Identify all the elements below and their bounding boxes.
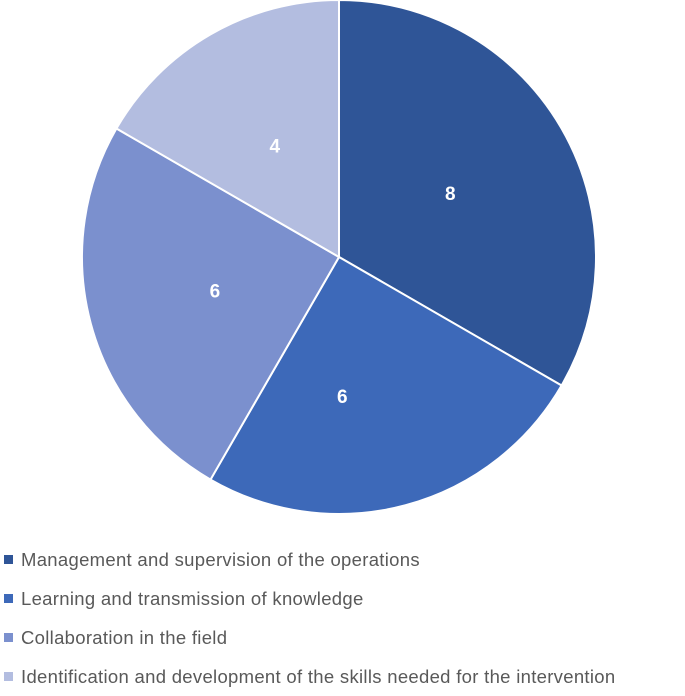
legend-marker [4,594,13,603]
data-label: 8 [445,184,456,205]
data-label: 6 [210,281,221,302]
legend-label: Management and supervision of the operat… [21,548,420,570]
pie-slice [209,255,563,515]
pie-chart: 8 6 6 4 [81,0,597,515]
legend-item: Management and supervision of the operat… [4,540,615,579]
legend-item: Collaboration in the field [4,618,615,657]
data-label: 6 [337,387,348,408]
legend-marker [4,633,13,642]
legend: Management and supervision of the operat… [4,540,615,696]
legend-label: Collaboration in the field [21,626,228,648]
legend-item: Learning and transmission of knowledge [4,579,615,618]
pie-slice [115,0,340,259]
legend-label: Identification and development of the sk… [21,665,616,687]
data-label: 4 [269,137,280,158]
pie-slice [338,0,597,387]
legend-label: Learning and transmission of knowledge [21,587,364,609]
legend-item: Identification and development of the sk… [4,657,615,696]
legend-marker [4,672,13,681]
pie-slice [81,127,341,481]
legend-marker [4,555,13,564]
